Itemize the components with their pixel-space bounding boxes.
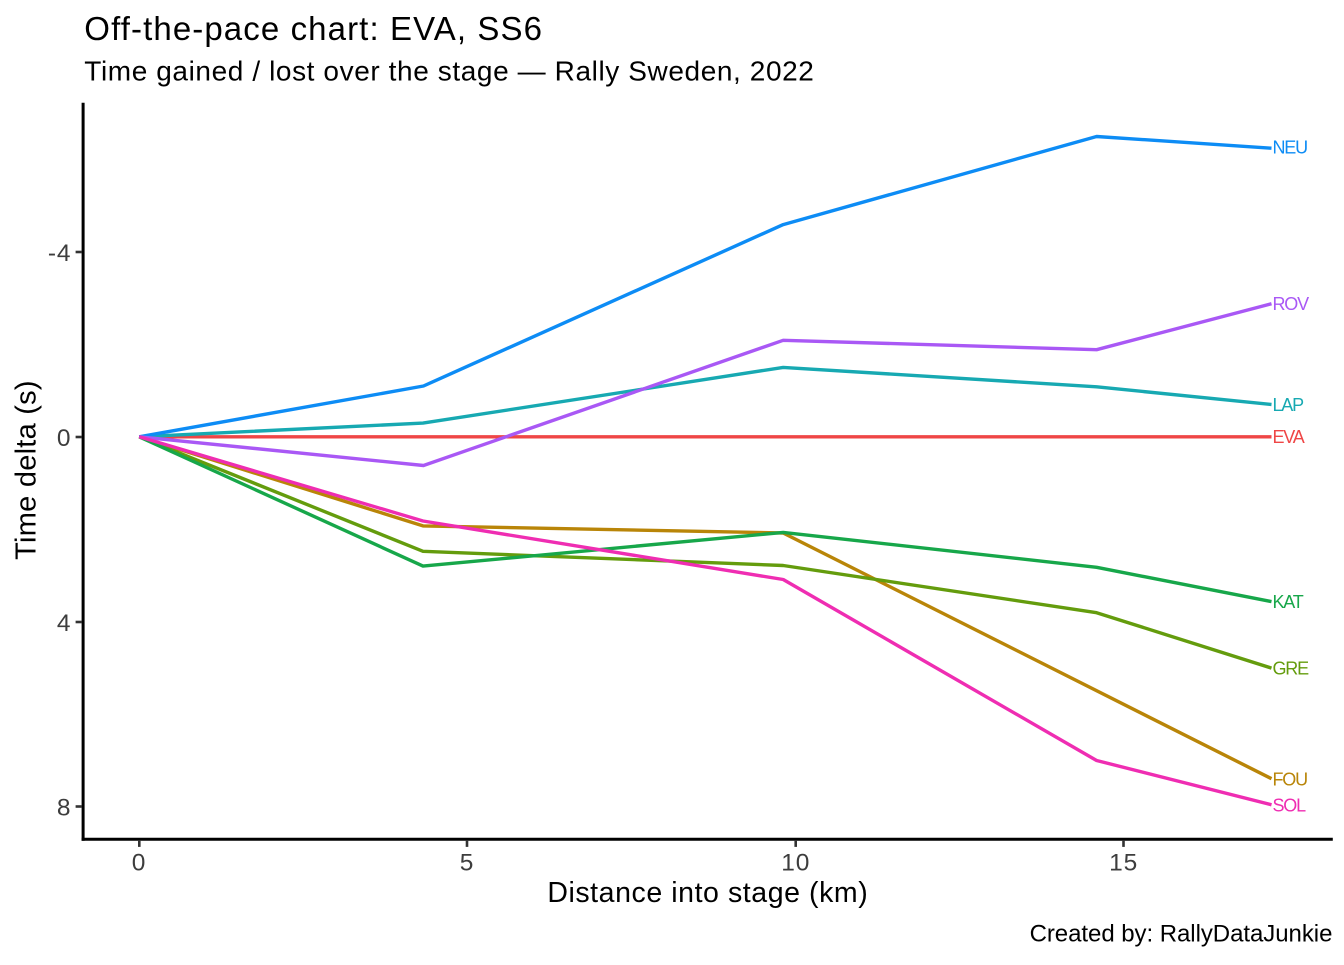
svg-text:LAP: LAP [1273, 395, 1305, 415]
svg-text:FOU: FOU [1273, 769, 1308, 789]
svg-text:15: 15 [1109, 849, 1138, 876]
svg-text:8: 8 [57, 794, 71, 821]
svg-text:KAT: KAT [1273, 592, 1304, 612]
svg-text:GRE: GRE [1273, 659, 1310, 679]
svg-text:Distance into stage (km): Distance into stage (km) [547, 877, 868, 909]
svg-text:5: 5 [460, 849, 474, 876]
svg-text:10: 10 [781, 849, 810, 876]
svg-text:SOL: SOL [1273, 795, 1307, 815]
svg-text:NEU: NEU [1273, 138, 1308, 158]
svg-text:Time gained / lost over the st: Time gained / lost over the stage — Rall… [84, 55, 814, 86]
svg-text:Time delta (s): Time delta (s) [10, 380, 42, 560]
svg-text:Off-the-pace chart: EVA, SS6: Off-the-pace chart: EVA, SS6 [84, 10, 543, 47]
svg-text:Created by: RallyDataJunkie: Created by: RallyDataJunkie [1030, 920, 1333, 947]
svg-text:4: 4 [57, 610, 71, 637]
svg-text:-4: -4 [48, 240, 71, 267]
svg-text:0: 0 [132, 849, 146, 876]
svg-text:EVA: EVA [1273, 427, 1305, 447]
svg-text:ROV: ROV [1273, 294, 1310, 314]
svg-text:0: 0 [57, 425, 71, 452]
